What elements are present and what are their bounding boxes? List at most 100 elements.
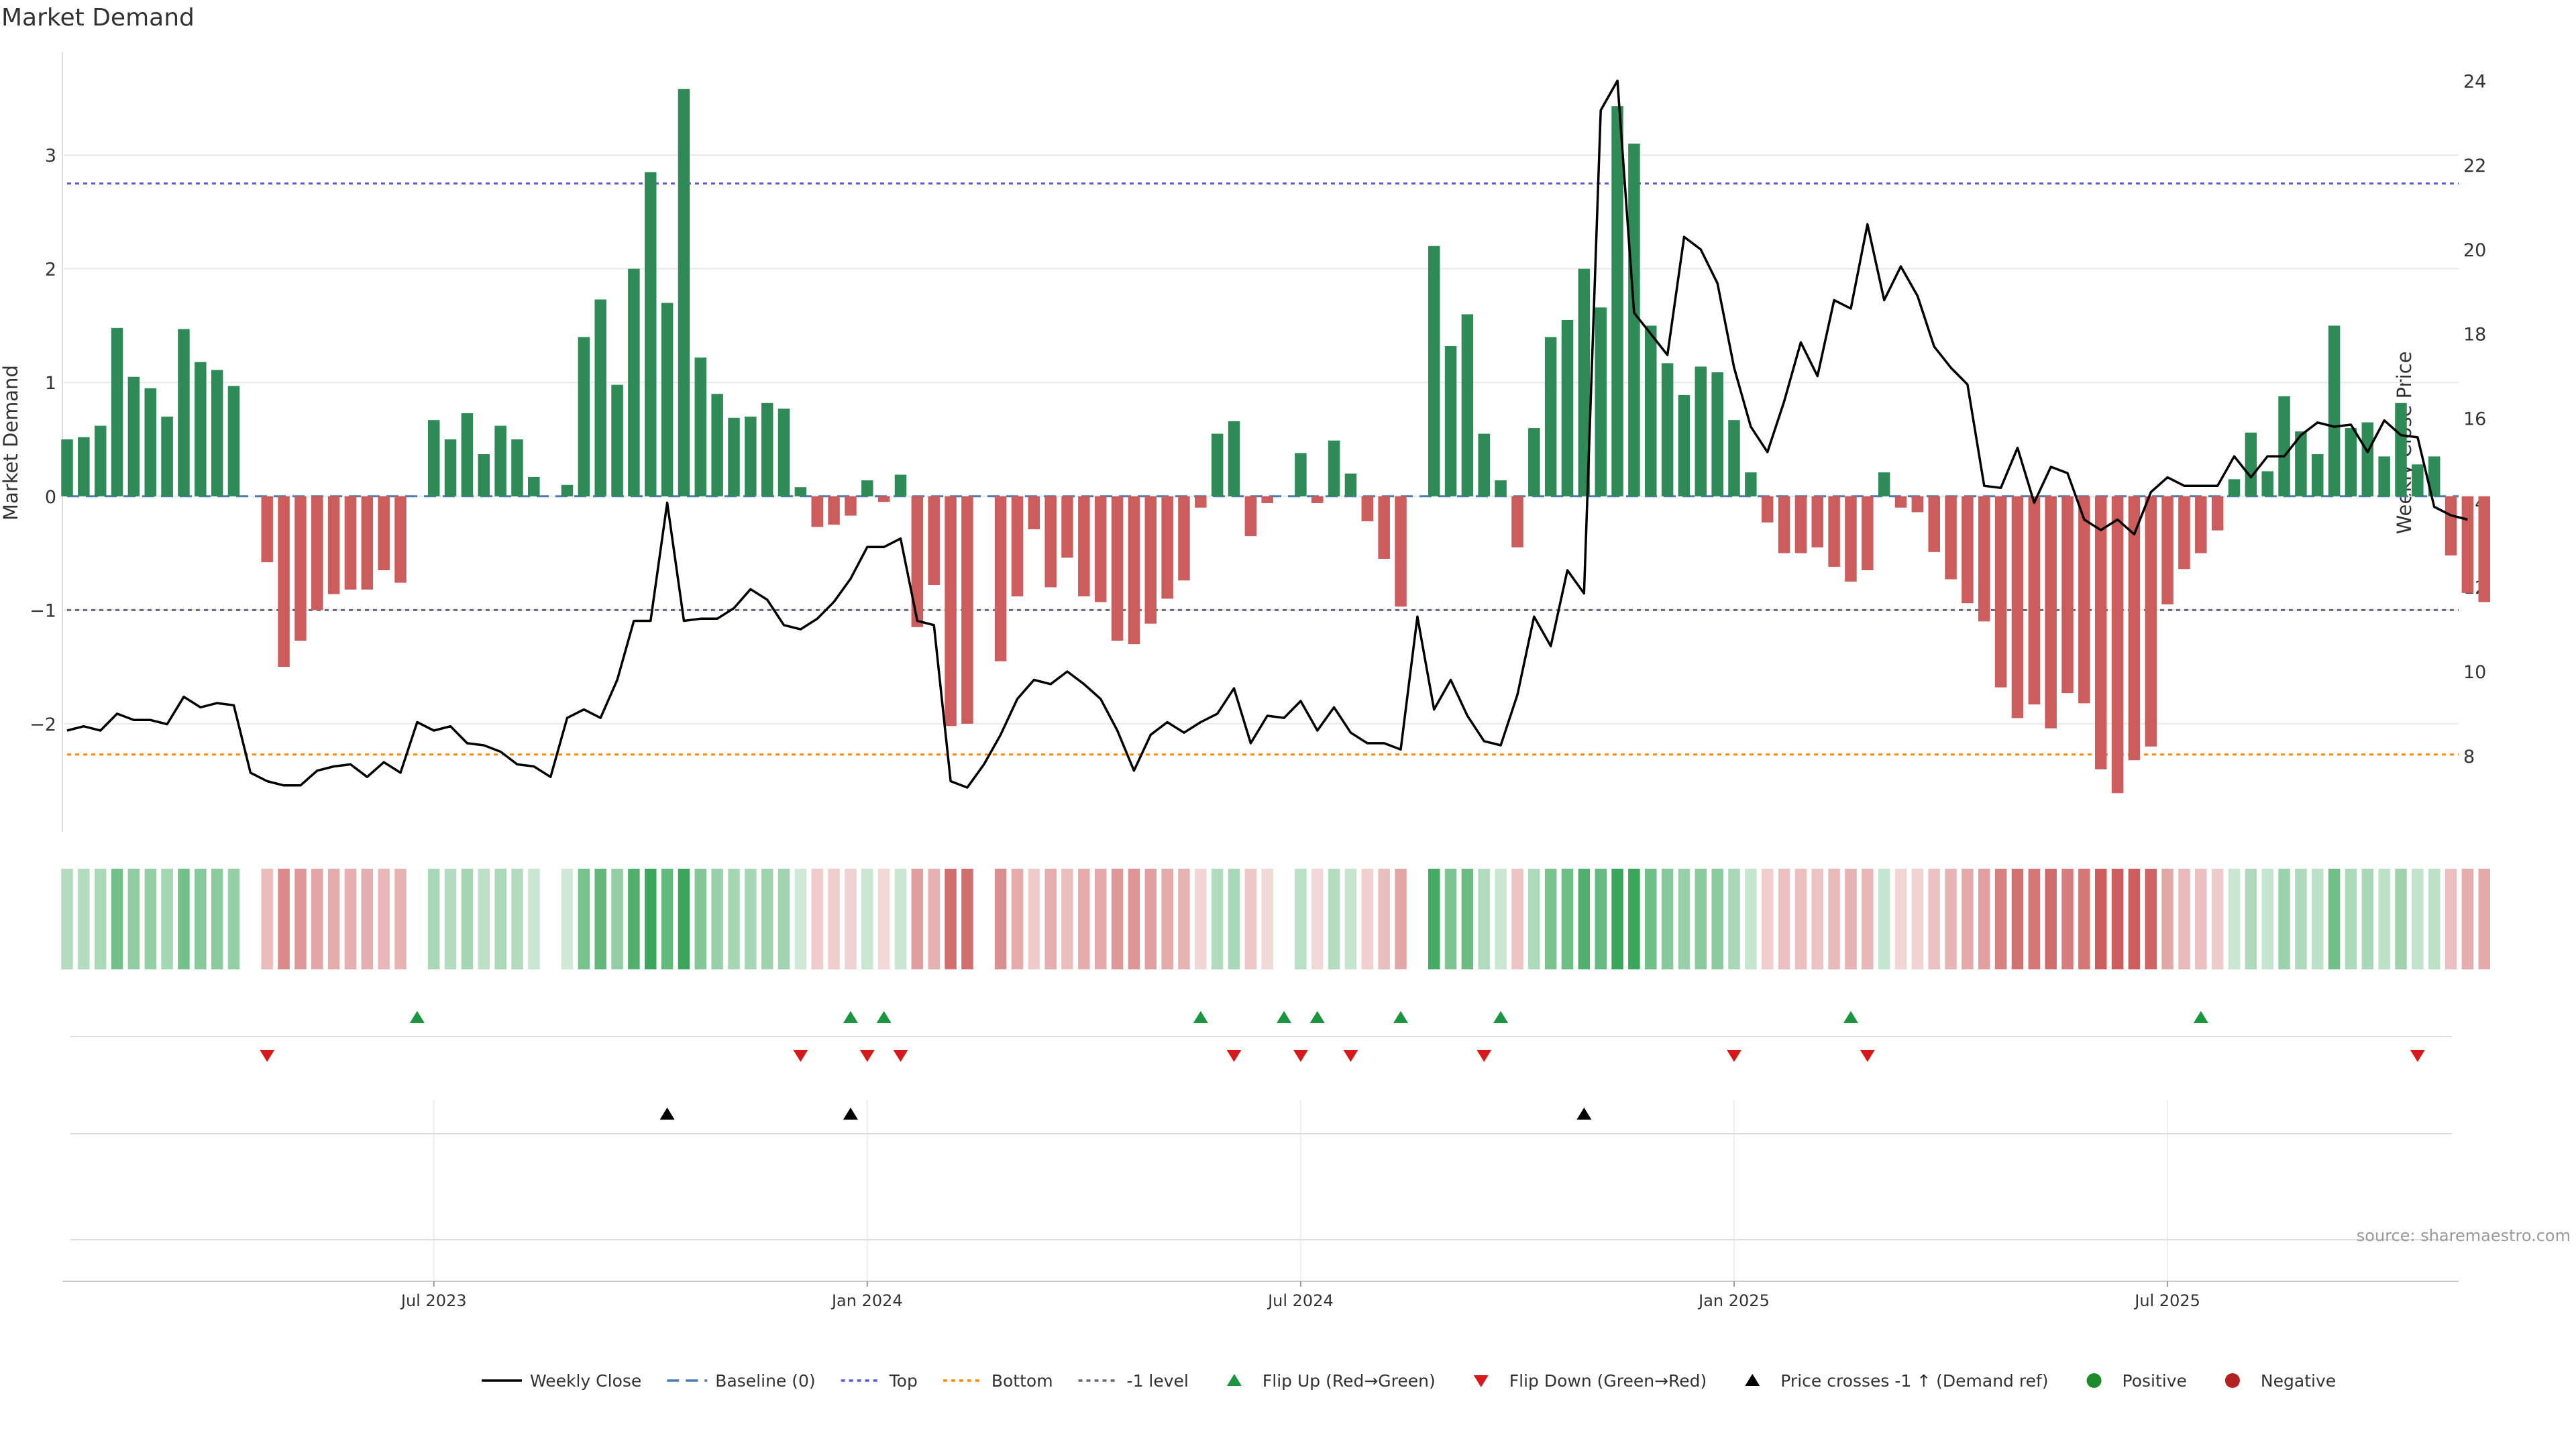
positive-demand-bar [1695, 366, 1707, 496]
positive-demand-tile [494, 869, 506, 969]
positive-demand-tile [2361, 869, 2374, 969]
negative-demand-bar [928, 496, 940, 586]
negative-demand-tile [1794, 869, 1807, 969]
y-right-tick-label: 8 [2463, 747, 2475, 767]
negative-demand-bar [961, 496, 973, 724]
positive-demand-bar [1595, 307, 1607, 496]
negative-demand-bar [828, 496, 840, 525]
positive-demand-tile [1578, 869, 1591, 969]
demand-bars [61, 89, 2490, 794]
legend-label: Positive [2123, 1371, 2187, 1391]
positive-demand-bar [127, 376, 140, 496]
positive-demand-bar [2261, 471, 2273, 496]
negative-demand-bar [1144, 496, 1157, 624]
positive-demand-bar [678, 89, 690, 496]
positive-demand-bar [745, 417, 757, 496]
x-tick-label: Jul 2025 [2133, 1291, 2200, 1310]
legend-item-positive: Positive [2086, 1371, 2187, 1391]
legend-swatch [2224, 1373, 2240, 1388]
positive-demand-tile [1695, 869, 1707, 969]
negative-demand-bar [1761, 496, 1774, 523]
positive-demand-tile [61, 869, 73, 969]
positive-demand-tile [444, 869, 457, 969]
positive-demand-bar [211, 370, 223, 496]
legend-swatch [2086, 1373, 2102, 1388]
positive-demand-bar [561, 484, 574, 496]
negative-demand-tile [2195, 869, 2207, 969]
positive-demand-bar [427, 420, 440, 496]
flip-down-marker [859, 1050, 875, 1062]
flip-up-marker [2193, 1011, 2208, 1023]
negative-demand-tile [945, 869, 957, 969]
negative-demand-bar [845, 496, 857, 516]
positive-demand-tile [1444, 869, 1457, 969]
negative-demand-bar [2145, 496, 2157, 747]
positive-demand-bar [661, 303, 674, 496]
negative-demand-bar [2078, 496, 2090, 704]
negative-demand-tile [1828, 869, 1840, 969]
positive-demand-bar [711, 394, 723, 496]
legend-label: Baseline (0) [715, 1371, 815, 1391]
flip-down-marker [893, 1050, 908, 1062]
legend-item-price-cross: Price crosses -1 ↑ (Demand ref) [1745, 1371, 2049, 1391]
negative-demand-tile [1361, 869, 1374, 969]
negative-demand-bar [1811, 496, 1823, 548]
positive-demand-tile [2328, 869, 2341, 969]
flip-up-marker [1277, 1011, 1292, 1023]
legend-swatch [1473, 1375, 1489, 1387]
negative-demand-bar [1111, 496, 1124, 641]
positive-demand-tile [728, 869, 740, 969]
positive-demand-bar [1428, 246, 1440, 496]
positive-demand-tile [1544, 869, 1557, 969]
positive-demand-bar [2228, 479, 2241, 496]
positive-demand-tile [2295, 869, 2307, 969]
negative-demand-tile [378, 869, 390, 969]
flip-up-marker [1493, 1011, 1509, 1023]
flip-down-marker [1727, 1050, 1741, 1062]
positive-demand-bar [78, 437, 90, 496]
positive-demand-tile [511, 869, 523, 969]
positive-demand-tile [2312, 869, 2324, 969]
negative-demand-tile [1195, 869, 1207, 969]
positive-demand-tile [1528, 869, 1540, 969]
legend-label: -1 level [1127, 1371, 1189, 1391]
negative-demand-bar [2195, 496, 2207, 553]
negative-demand-tile [1862, 869, 1874, 969]
legend-item-negative: Negative [2224, 1371, 2336, 1391]
positive-demand-bar [444, 439, 457, 496]
legend-item-baseline: Baseline (0) [667, 1371, 816, 1391]
positive-demand-bar [2378, 456, 2390, 496]
legend: Weekly Close Baseline (0) Top Bottom -1 leve… [482, 1371, 2336, 1391]
negative-demand-tile [2161, 869, 2174, 969]
negative-demand-tile [261, 869, 273, 969]
negative-demand-tile [1894, 869, 1907, 969]
positive-demand-bar [1578, 268, 1591, 496]
positive-demand-tile [111, 869, 123, 969]
positive-demand-tile [227, 869, 240, 969]
positive-demand-bar [894, 474, 907, 496]
legend-item-minus1: -1 level [1078, 1371, 1189, 1391]
negative-demand-bar [2011, 496, 2024, 718]
negative-demand-bar [1395, 496, 1407, 607]
positive-demand-bar [478, 454, 490, 496]
negative-demand-bar [1061, 496, 1073, 558]
positive-demand-tile [461, 869, 474, 969]
negative-demand-tile [294, 869, 307, 969]
positive-demand-bar [1728, 420, 1740, 496]
negative-demand-bar [278, 496, 290, 667]
negative-demand-bar [1794, 496, 1807, 553]
demand-strip [61, 869, 2490, 969]
positive-demand-bar [1645, 325, 1657, 496]
negative-demand-tile [1078, 869, 1090, 969]
positive-demand-bar [2328, 325, 2341, 496]
positive-demand-tile [127, 869, 140, 969]
negative-demand-tile [2061, 869, 2074, 969]
negative-demand-tile [2211, 869, 2224, 969]
flip-down-marker [1343, 1050, 1358, 1062]
legend-item-top: Top [841, 1371, 918, 1391]
negative-demand-bar [261, 496, 273, 563]
negative-demand-tile [327, 869, 340, 969]
positive-demand-tile [1295, 869, 1307, 969]
negative-demand-bar [2128, 496, 2141, 761]
positive-demand-tile [561, 869, 574, 969]
